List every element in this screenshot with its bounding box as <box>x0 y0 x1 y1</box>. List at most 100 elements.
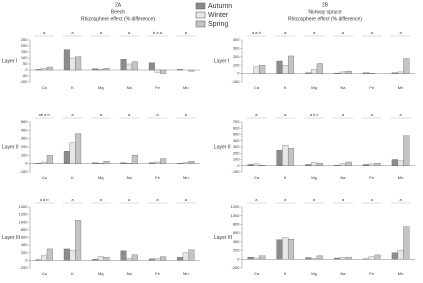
x-tick-label: K <box>71 85 74 90</box>
layer-label: Layer II <box>214 144 231 150</box>
significance-letters: a <box>284 30 287 35</box>
x-tick-label: Fe <box>155 175 160 180</box>
y-tick-label: 100 <box>233 62 240 67</box>
bar <box>148 162 155 164</box>
significance-letters: a <box>255 197 258 202</box>
bar <box>92 68 99 71</box>
bar <box>92 259 99 261</box>
y-tick-label: 1400 <box>19 204 29 209</box>
bar <box>259 65 266 74</box>
bar <box>69 142 76 164</box>
y-tick-label: 0 <box>237 71 240 76</box>
bar <box>63 248 70 261</box>
y-tick-label: 200 <box>21 144 28 149</box>
bar <box>311 162 318 166</box>
significance-letters: a a b <box>40 197 50 202</box>
bar <box>182 162 189 164</box>
bar <box>403 135 410 166</box>
bar <box>391 72 398 74</box>
bar <box>339 71 346 74</box>
bar <box>316 63 323 74</box>
bar <box>154 258 161 261</box>
x-tick-label: Ca <box>254 85 260 90</box>
y-tick-label: 800 <box>21 227 28 232</box>
legend-swatch <box>195 20 206 28</box>
x-tick-label: Na <box>127 85 133 90</box>
bar <box>97 69 104 71</box>
x-tick-label: Fe <box>369 85 374 90</box>
significance-letters: a <box>71 30 74 35</box>
significance-letters: a <box>43 30 46 35</box>
y-tick-label: 0 <box>237 163 240 168</box>
significance-letters: a <box>399 112 402 117</box>
x-tick-label: K <box>284 271 287 276</box>
y-tick-label: 0 <box>25 161 28 166</box>
y-tick-label: 600 <box>233 230 240 235</box>
bar <box>311 69 318 74</box>
x-tick-label: K <box>71 175 74 180</box>
bar <box>92 162 99 164</box>
x-tick-label: Mg <box>311 271 317 276</box>
significance-letters: a <box>71 197 74 202</box>
y-tick-label: 600 <box>21 235 28 240</box>
bar <box>374 163 381 166</box>
x-tick-label: Mg <box>311 175 317 180</box>
bar <box>69 250 76 261</box>
bar <box>177 257 184 261</box>
x-tick-label: Ca <box>42 175 48 180</box>
y-tick-label: 600 <box>233 125 240 130</box>
legend-label: Winter <box>208 12 229 19</box>
bar <box>362 72 370 74</box>
significance-letters: a <box>185 197 188 202</box>
significance-letters: a <box>313 30 316 35</box>
bar <box>316 163 323 166</box>
y-tick-label: 250 <box>21 37 28 42</box>
x-tick-label: Na <box>340 85 346 90</box>
bar <box>126 63 133 71</box>
bar <box>103 68 110 71</box>
bar <box>253 66 260 74</box>
x-tick-label: Mn <box>183 271 189 276</box>
significance-letters: a <box>128 197 131 202</box>
bar <box>345 256 352 260</box>
bar <box>188 249 195 261</box>
bar <box>276 60 283 74</box>
bar <box>287 239 295 260</box>
bar <box>41 68 48 71</box>
y-tick-label: -100 <box>19 79 28 84</box>
significance-letters: b a a <box>153 30 163 35</box>
bar <box>131 155 138 164</box>
significance-letters: a <box>342 30 345 35</box>
bar <box>188 161 195 164</box>
significance-letters: a <box>100 197 103 202</box>
y-tick-label: 200 <box>21 43 28 48</box>
panel-species: Beech <box>111 9 125 15</box>
y-tick-label: 100 <box>21 55 28 60</box>
bar <box>41 255 48 261</box>
y-tick-label: 500 <box>233 132 240 137</box>
x-tick-label: K <box>71 271 74 276</box>
bar <box>368 163 375 166</box>
y-tick-label: 0 <box>25 67 28 72</box>
bar <box>160 158 167 164</box>
x-tick-label: Fe <box>369 175 374 180</box>
layer-label: Layer III <box>2 235 20 241</box>
x-tick-label: K <box>284 85 287 90</box>
bar <box>305 72 312 74</box>
x-tick-label: Ca <box>254 271 260 276</box>
significance-letters: a <box>342 197 345 202</box>
bar <box>276 239 283 260</box>
bar <box>148 258 155 261</box>
y-tick-label: 300 <box>21 136 28 141</box>
bar <box>345 70 352 74</box>
layer-label: Layer III <box>214 235 232 241</box>
bar <box>282 65 289 74</box>
y-tick-label: 400 <box>21 127 28 132</box>
bar <box>69 57 76 71</box>
significance-letters: ab a b <box>39 112 51 117</box>
y-tick-label: 100 <box>233 157 240 162</box>
y-tick-label: -200 <box>19 265 28 270</box>
bar <box>75 220 82 261</box>
bar <box>305 257 312 260</box>
y-tick-label: -100 <box>19 169 28 174</box>
